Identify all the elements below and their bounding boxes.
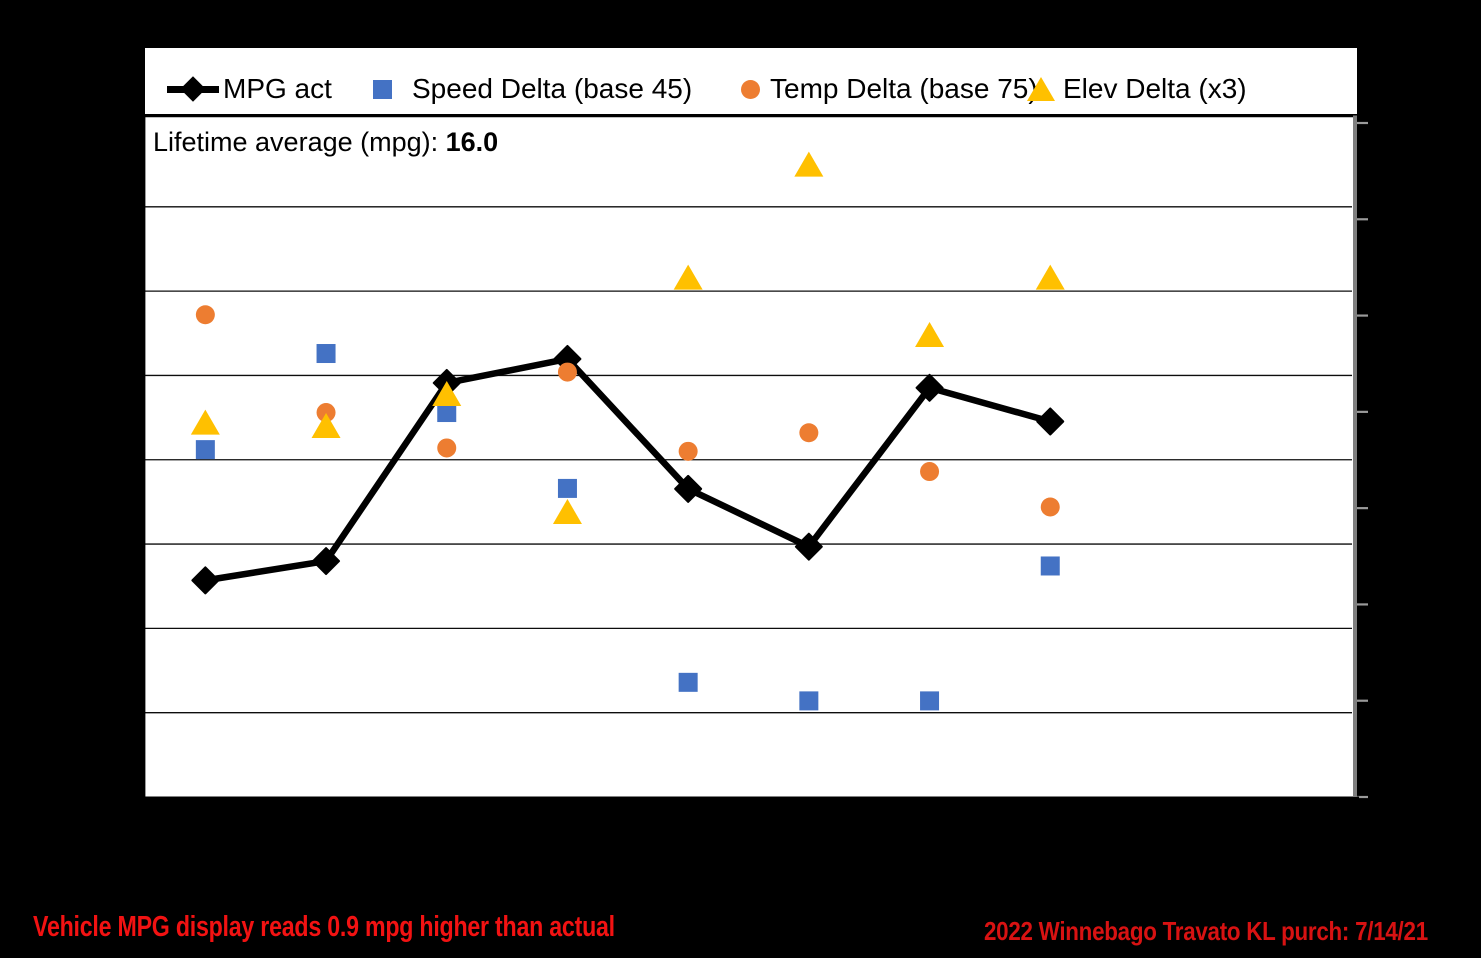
legend-item-speed-delta: Speed Delta (base 45): [373, 72, 692, 106]
series-elev-delta-x3: [190, 151, 1065, 525]
lifetime-average-label: Lifetime average (mpg): 16.0: [153, 127, 498, 158]
series-temp-delta-base-75: [195, 305, 1060, 517]
lifetime-average-value: 16.0: [445, 127, 499, 157]
legend-label: MPG act: [223, 73, 332, 104]
legend: MPG act Speed Delta (base 45) Temp Delta…: [145, 48, 1357, 114]
gridlines: [136, 205, 1352, 714]
circle-marker-icon: [741, 79, 760, 99]
legend-label: Temp Delta (base 75): [770, 73, 1038, 104]
series-speed-delta-base-45: [195, 344, 1060, 711]
right-axis-ticks: [1357, 121, 1368, 799]
note-vehicle-info: 2022 Winnebago Travato KL purch: 7/14/21: [984, 916, 1428, 946]
square-marker-icon: [373, 79, 392, 99]
legend-item-elev-delta: Elev Delta (x3): [1027, 72, 1247, 106]
legend-item-temp-delta: Temp Delta (base 75): [741, 72, 1038, 106]
legend-label: Speed Delta (base 45): [412, 73, 693, 104]
triangle-marker-icon: [1027, 77, 1055, 101]
lifetime-average-text: Lifetime average (mpg):: [153, 127, 446, 157]
line-diamond-marker-icon: [167, 76, 219, 102]
legend-label: Elev Delta (x3): [1063, 73, 1247, 104]
legend-item-mpg-act: MPG act: [167, 72, 332, 106]
plot-area: [145, 48, 1357, 797]
note-mpg-display: Vehicle MPG display reads 0.9 mpg higher…: [33, 911, 615, 943]
